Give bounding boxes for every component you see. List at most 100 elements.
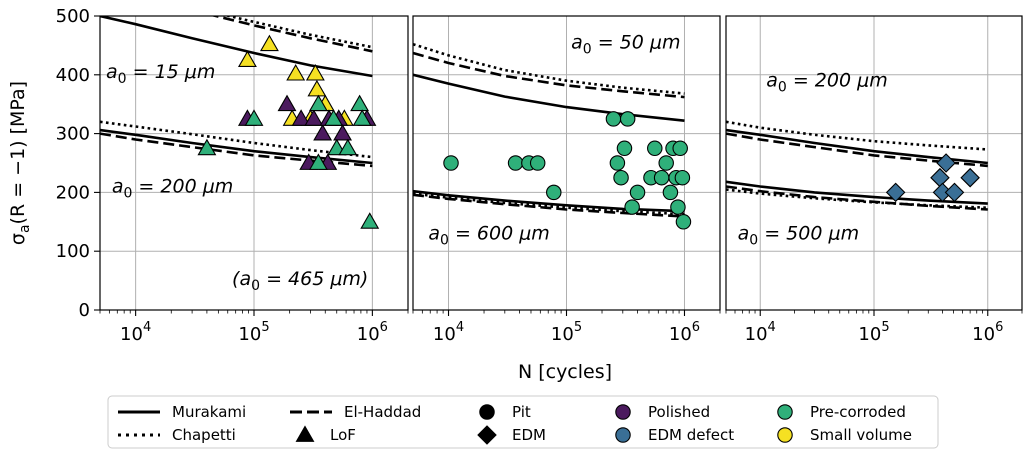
model-curves — [100, 16, 373, 168]
a0-prefix: a — [106, 61, 118, 83]
x-tick-label: 105 — [551, 320, 582, 345]
legend-label: Small volume — [810, 426, 912, 444]
data-point-circle — [658, 155, 674, 171]
data-point-triangle — [360, 212, 380, 229]
x-tick-base: 10 — [357, 324, 380, 345]
x-tick-label: 105 — [858, 320, 889, 345]
data-point-triangle — [350, 94, 370, 112]
a0-subscript: 0 — [123, 186, 132, 202]
legend-entry: Polished — [615, 403, 710, 421]
curve-el-haddad — [726, 185, 988, 211]
curve-murakami — [726, 128, 988, 165]
data-point-circle — [662, 184, 679, 201]
legend-label: EDM — [512, 426, 546, 444]
data-point-triangle — [244, 109, 264, 126]
x-tick-base: 10 — [238, 324, 261, 345]
legend-label: Pre-corroded — [810, 403, 906, 421]
data-points — [443, 111, 692, 230]
curve-chapetti — [223, 16, 373, 49]
a0-annotation: a0 = 50 μm — [571, 31, 680, 57]
x-tick-exponent: 6 — [692, 320, 700, 335]
data-point-circle — [624, 199, 640, 215]
legend-box — [107, 395, 939, 449]
data-point-triangle — [237, 50, 257, 68]
legend-marker-swatch — [477, 425, 497, 445]
y-tick-label: 300 — [56, 124, 90, 145]
x-tick-exponent: 4 — [143, 320, 151, 335]
legend-label: Pit — [512, 403, 531, 421]
a0-annotation: a0 = 200 μm — [112, 176, 233, 202]
data-point-triangle — [352, 109, 372, 126]
data-point-circle — [675, 214, 692, 230]
legend-label: EDM defect — [648, 426, 734, 444]
x-tick-exponent: 5 — [261, 320, 269, 335]
a0-prefix: (a — [232, 268, 251, 290]
curve-chapetti — [413, 42, 685, 95]
data-point-circle — [674, 169, 691, 186]
data-point-triangle — [286, 64, 306, 81]
x-tick-label: 104 — [120, 320, 151, 345]
x-tick-base: 10 — [669, 324, 692, 345]
data-point-triangle — [197, 138, 217, 156]
data-points — [885, 153, 980, 203]
data-point-circle — [613, 169, 629, 186]
legend-color-swatch — [615, 404, 631, 420]
legend-entry: Pit — [479, 403, 531, 421]
x-tick-exponent: 4 — [768, 320, 776, 335]
x-tick-base: 10 — [972, 324, 995, 345]
curve-chapetti — [100, 120, 373, 159]
legend-marker-swatch — [295, 425, 315, 442]
a0-subscript: 0 — [778, 80, 787, 96]
data-point-circle — [605, 111, 622, 127]
data-point-circle — [672, 140, 688, 157]
panel-frame — [412, 15, 721, 311]
legend-entry: Murakami — [118, 403, 246, 421]
data-point-circle — [653, 169, 670, 186]
y-tick-label: 100 — [56, 241, 90, 262]
x-tick-label: 106 — [972, 320, 1003, 345]
a0-subscript: 0 — [583, 41, 592, 57]
data-point-triangle — [324, 109, 344, 126]
legend-entry: EDM defect — [615, 426, 734, 444]
data-point-diamond — [944, 182, 965, 203]
x-tick-exponent: 5 — [574, 320, 582, 335]
data-point-triangle — [313, 123, 333, 141]
x-tick-label: 106 — [357, 320, 388, 345]
legend-label: LoF — [330, 426, 356, 444]
a0-annotation: a0 = 200 μm — [766, 70, 887, 96]
y-tick-label: 400 — [56, 65, 90, 86]
x-tick-base: 10 — [551, 324, 574, 345]
legend-color-swatch — [777, 404, 793, 420]
x-tick-exponent: 6 — [995, 320, 1003, 335]
curve-murakami — [100, 16, 373, 78]
legend-label: Chapetti — [172, 426, 236, 444]
curve-el-haddad — [413, 51, 685, 99]
x-tick-exponent: 6 — [380, 320, 388, 335]
data-point-triangle — [308, 153, 328, 170]
curve-el-haddad — [210, 16, 373, 53]
a0-subscript: 0 — [118, 71, 127, 87]
data-point-circle — [629, 184, 646, 201]
a0-value: = 600 μm — [449, 223, 550, 245]
x-ticks — [725, 310, 1023, 316]
a0-subscript: 0 — [251, 278, 260, 294]
legend-entry: Pre-corroded — [777, 403, 906, 421]
data-point-circle — [647, 140, 663, 157]
a0-subscript: 0 — [749, 233, 758, 249]
y-axis-label: σa(R = −1) [MPa] — [7, 81, 33, 245]
x-tick-label: 104 — [433, 320, 464, 345]
a0-annotation: a0 = 500 μm — [738, 223, 859, 249]
x-tick-label: 105 — [238, 320, 269, 345]
x-tick-base: 10 — [858, 324, 881, 345]
data-point-triangle — [304, 109, 324, 126]
data-point-circle — [507, 155, 524, 171]
data-point-triangle — [305, 64, 325, 81]
data-point-triangle — [338, 138, 358, 156]
data-point-triangle — [277, 94, 297, 112]
a0-value: = 50 μm — [592, 31, 681, 53]
legend-entry: LoF — [295, 425, 356, 444]
a0-value: = 200 μm — [132, 176, 233, 198]
